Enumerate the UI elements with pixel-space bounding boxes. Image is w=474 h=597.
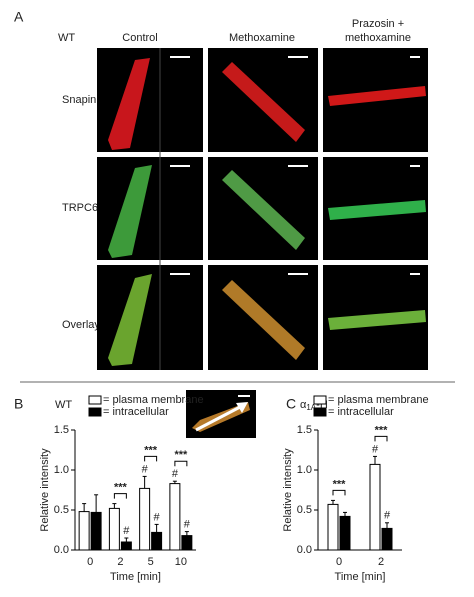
y-axis-label: Relative intensity <box>39 448 51 532</box>
bar <box>120 541 132 551</box>
legend-label: = plasma membrane <box>328 394 429 406</box>
genotype: WT <box>55 399 72 411</box>
y-tick-label: 0.0 <box>297 544 312 556</box>
x-tick-label: 10 <box>175 556 187 568</box>
genotype-part: α <box>300 399 307 411</box>
significance-mark: # <box>384 510 391 522</box>
genotype-part: -H <box>316 399 328 411</box>
bar <box>381 527 393 551</box>
y-tick-label: 1.5 <box>54 424 69 436</box>
significance-mark: # <box>184 519 191 531</box>
bar <box>139 487 151 551</box>
x-tick-label: 2 <box>378 556 384 568</box>
significance-mark: # <box>123 525 130 537</box>
row-label: Snapin <box>62 94 96 106</box>
bracket <box>144 455 158 462</box>
legend-label: = plasma membrane <box>103 394 204 406</box>
bracket-label: *** <box>144 444 158 456</box>
bar <box>78 511 90 551</box>
legend-swatch <box>88 407 102 417</box>
bracket-label: *** <box>174 449 188 461</box>
x-tick-label: 2 <box>117 556 123 568</box>
y-tick-label: 0.0 <box>54 544 69 556</box>
bar <box>181 535 193 551</box>
x-axis-label: Time [min] <box>335 571 386 583</box>
bracket <box>113 493 127 499</box>
row-label: TRPC6 <box>62 202 98 214</box>
legend-swatch <box>88 395 102 405</box>
bar <box>108 507 120 551</box>
y-tick-label: 1.0 <box>297 464 312 476</box>
y-tick-label: 0.5 <box>54 504 69 516</box>
legend-swatch <box>313 407 327 417</box>
micrographs <box>97 48 428 370</box>
significance-mark: # <box>172 468 179 480</box>
legend-label: = intracellular <box>103 406 169 418</box>
genotype: α1A-H <box>300 399 328 412</box>
y-axis-label: Relative intensity <box>282 448 294 532</box>
column-header: Methoxamine <box>229 32 295 44</box>
genotype-part: 1A <box>306 403 316 412</box>
panel-label: A <box>14 9 24 25</box>
significance-mark: # <box>372 443 379 455</box>
panel-label: B <box>14 396 23 412</box>
bracket-label: *** <box>333 478 347 490</box>
legend-swatch <box>313 395 327 405</box>
y-tick-label: 0.5 <box>297 504 312 516</box>
column-header: Prazosin + <box>352 18 404 30</box>
genotype: WT <box>58 32 75 44</box>
column-header: methoxamine <box>345 32 411 44</box>
significance-mark: # <box>142 463 149 475</box>
bar <box>151 531 163 551</box>
x-tick-label: 0 <box>87 556 93 568</box>
significance-mark: # <box>154 511 161 523</box>
panel-label: C <box>286 396 296 412</box>
y-tick-label: 1.0 <box>54 464 69 476</box>
row-label: Overlay <box>62 319 100 331</box>
bracket <box>374 435 388 442</box>
bar <box>169 483 181 551</box>
bracket <box>174 460 188 467</box>
inset <box>186 390 256 438</box>
x-tick-label: 5 <box>148 556 154 568</box>
bracket <box>332 489 346 496</box>
column-header: Control <box>122 32 157 44</box>
bar <box>339 515 351 551</box>
bracket-label: *** <box>114 482 128 494</box>
bar <box>327 503 339 551</box>
x-tick-label: 0 <box>336 556 342 568</box>
bar <box>90 511 102 551</box>
bar <box>369 463 381 551</box>
y-tick-label: 1.5 <box>297 424 312 436</box>
legend-label: = intracellular <box>328 406 394 418</box>
bracket-label: *** <box>375 424 389 436</box>
x-axis-label: Time [min] <box>110 571 161 583</box>
